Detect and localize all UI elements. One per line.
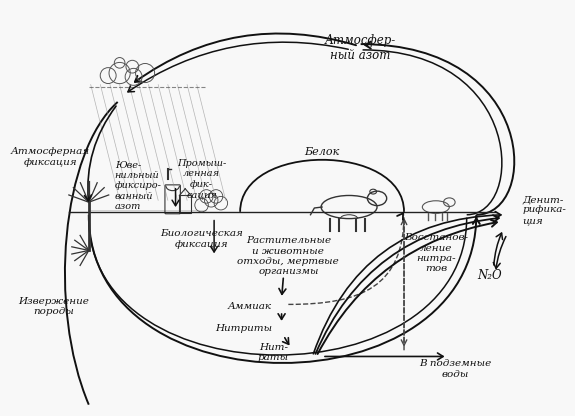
Text: Промыш-
ленная
фик-
сация: Промыш- ленная фик- сация (177, 159, 226, 199)
Text: Биологическая
фиксация: Биологическая фиксация (160, 229, 243, 248)
Text: Растительные
и животные
отходы, мертвые
организмы: Растительные и животные отходы, мертвые … (237, 236, 339, 276)
Text: Аммиак: Аммиак (228, 302, 272, 311)
Text: Белок: Белок (304, 147, 340, 157)
Text: Юве-
нильный
фиксиро-
ванный
азот: Юве- нильный фиксиро- ванный азот (115, 161, 162, 211)
Text: Атмосферная
фиксация: Атмосферная фиксация (11, 147, 90, 166)
Text: Денит-
рифика-
ция: Денит- рифика- ция (523, 195, 566, 225)
Text: Атмосфер-
ный азот: Атмосфер- ный азот (325, 35, 396, 62)
Text: Восстанов-
ление
нитра-
тов: Восстанов- ление нитра- тов (404, 233, 468, 273)
Text: Нит-
раты: Нит- раты (257, 343, 288, 362)
Text: N₂O: N₂O (477, 269, 502, 282)
Text: В подземные
воды: В подземные воды (419, 359, 491, 379)
Text: Нитриты: Нитриты (215, 324, 272, 333)
Bar (179, 196, 191, 213)
Text: Извержение
породы: Извержение породы (18, 297, 90, 316)
